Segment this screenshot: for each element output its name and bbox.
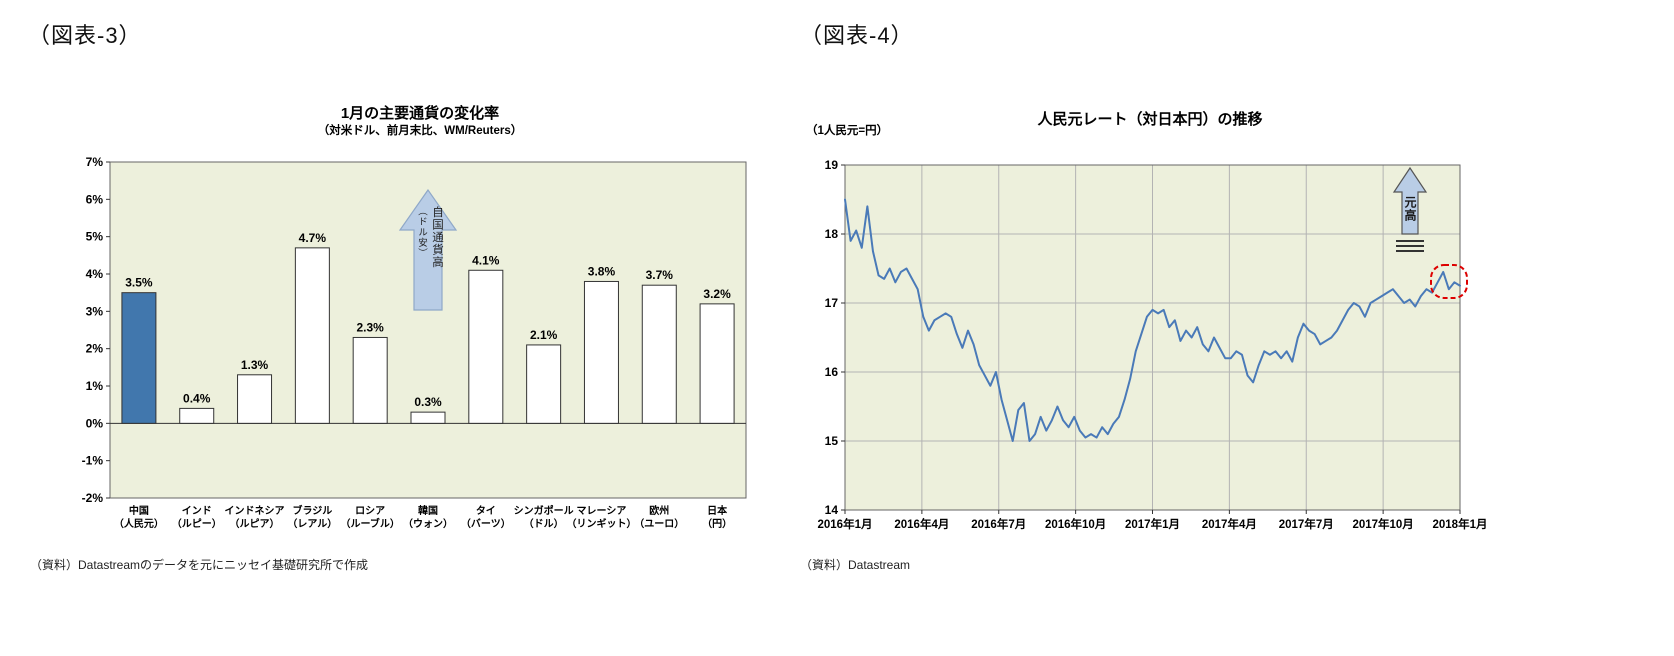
svg-text:（ウォン）: （ウォン） bbox=[403, 517, 453, 530]
svg-text:タイ: タイ bbox=[476, 505, 496, 517]
svg-text:2018年1月: 2018年1月 bbox=[1433, 517, 1488, 531]
figure3-title: 1月の主要通貨の変化率 bbox=[340, 105, 500, 122]
bar-chart-figure3: -2% -1% 0% 1% 2% 3% 4% 5% 6% 7% 3.5% 中国（人民元） 0.4% インド… bbox=[82, 155, 747, 530]
figure3-arrow-annotation: 自国通貨高 （ドル安） bbox=[413, 206, 444, 269]
svg-text:2017年1月: 2017年1月 bbox=[1125, 517, 1180, 531]
svg-text:（ルピー）: （ルピー） bbox=[172, 517, 222, 530]
svg-text:3.5%: 3.5% bbox=[125, 276, 153, 290]
svg-text:3.2%: 3.2% bbox=[703, 287, 731, 301]
svg-text:1.3%: 1.3% bbox=[241, 358, 269, 372]
svg-text:中国: 中国 bbox=[129, 504, 149, 517]
arrow-note-sub: （ドル安） bbox=[416, 206, 427, 259]
svg-text:5%: 5% bbox=[86, 230, 104, 244]
svg-text:7%: 7% bbox=[86, 155, 104, 169]
figure4-unit-label: （1人民元=円） bbox=[806, 125, 889, 137]
latest-data-highlight bbox=[1430, 264, 1468, 299]
svg-text:韓国: 韓国 bbox=[418, 504, 438, 517]
figure4-label: （図表-4） bbox=[800, 23, 914, 48]
svg-text:（バーツ）: （バーツ） bbox=[461, 517, 511, 530]
svg-text:（人民元）: （人民元） bbox=[114, 517, 164, 530]
bar-1 bbox=[179, 407, 215, 424]
figure4-arrow-annotation: 元高 bbox=[1403, 196, 1417, 222]
svg-text:マレーシア: マレーシア bbox=[577, 505, 627, 517]
svg-text:（円）: （円） bbox=[702, 517, 732, 530]
svg-text:（リンギット）: （リンギット） bbox=[566, 517, 636, 530]
svg-text:インドネシア: インドネシア bbox=[225, 505, 285, 517]
svg-text:-1%: -1% bbox=[82, 454, 104, 468]
svg-text:（ドル）: （ドル） bbox=[524, 517, 564, 530]
svg-text:2%: 2% bbox=[86, 342, 104, 356]
svg-text:-2%: -2% bbox=[82, 491, 104, 505]
svg-text:4.1%: 4.1% bbox=[472, 253, 500, 267]
bar-4 bbox=[352, 336, 388, 424]
bar-6 bbox=[468, 269, 504, 424]
svg-text:3.8%: 3.8% bbox=[588, 264, 616, 278]
svg-text:3%: 3% bbox=[86, 304, 104, 318]
svg-text:0%: 0% bbox=[86, 416, 104, 430]
svg-text:ロシア: ロシア bbox=[355, 505, 385, 517]
svg-text:インド: インド bbox=[182, 505, 212, 517]
svg-text:2017年4月: 2017年4月 bbox=[1202, 517, 1257, 531]
svg-text:1%: 1% bbox=[86, 379, 104, 393]
svg-text:17: 17 bbox=[825, 296, 839, 310]
svg-text:16: 16 bbox=[825, 365, 839, 379]
svg-text:（ルーブル）: （ルーブル） bbox=[340, 517, 399, 530]
figure3-subtitle: （対米ドル、前月末比、WM/Reuters） bbox=[317, 125, 523, 137]
svg-text:日本: 日本 bbox=[707, 504, 728, 517]
bar-9 bbox=[641, 284, 677, 424]
bar-3 bbox=[294, 247, 330, 424]
up-arrow bbox=[1392, 166, 1428, 235]
svg-text:6%: 6% bbox=[86, 192, 104, 206]
figure4-source: （資料）Datastream bbox=[800, 558, 911, 572]
bar-8 bbox=[583, 280, 619, 424]
figure3-source: （資料）Datastreamのデータを元にニッセイ基礎研究所で作成 bbox=[30, 558, 369, 572]
svg-text:2016年7月: 2016年7月 bbox=[971, 517, 1026, 531]
svg-text:2017年10月: 2017年10月 bbox=[1352, 517, 1413, 531]
svg-text:（ルピア）: （ルピア） bbox=[230, 517, 280, 530]
svg-text:19: 19 bbox=[825, 158, 839, 172]
svg-text:シンガポール: シンガポール bbox=[514, 504, 574, 517]
figure3-label: （図表-3） bbox=[28, 23, 142, 48]
svg-text:2017年7月: 2017年7月 bbox=[1279, 517, 1334, 531]
svg-text:18: 18 bbox=[825, 227, 839, 241]
svg-text:0.4%: 0.4% bbox=[183, 391, 211, 405]
svg-text:4%: 4% bbox=[86, 267, 104, 281]
svg-text:15: 15 bbox=[825, 434, 839, 448]
bar-10 bbox=[699, 303, 735, 424]
svg-text:4.7%: 4.7% bbox=[299, 231, 327, 245]
bar-7 bbox=[526, 344, 562, 424]
svg-text:2016年4月: 2016年4月 bbox=[894, 517, 949, 531]
figure4-title: 人民元レート（対日本円）の推移 bbox=[1037, 111, 1263, 128]
line-chart-figure4: 14 15 16 17 18 19 2016年1月 2016年4月 2016年7月 2016年10… bbox=[818, 158, 1488, 531]
price-line bbox=[844, 198, 1461, 442]
svg-text:2.1%: 2.1% bbox=[530, 328, 558, 342]
svg-text:欧州: 欧州 bbox=[649, 504, 669, 517]
svg-text:2016年10月: 2016年10月 bbox=[1045, 517, 1106, 531]
svg-text:2016年1月: 2016年1月 bbox=[818, 517, 873, 531]
svg-text:（ユーロ）: （ユーロ） bbox=[634, 517, 684, 530]
svg-text:2.3%: 2.3% bbox=[357, 320, 385, 334]
svg-text:14: 14 bbox=[825, 503, 839, 517]
svg-text:ブラジル: ブラジル bbox=[292, 504, 332, 517]
svg-text:0.3%: 0.3% bbox=[414, 395, 442, 409]
up-arrow bbox=[398, 188, 458, 311]
bar-0 bbox=[121, 292, 157, 424]
bar-2 bbox=[237, 374, 273, 424]
svg-text:（レアル）: （レアル） bbox=[287, 517, 337, 530]
bar-5 bbox=[410, 411, 446, 424]
arrow-note-main: 自国通貨高 bbox=[431, 206, 443, 269]
svg-text:3.7%: 3.7% bbox=[646, 268, 674, 282]
